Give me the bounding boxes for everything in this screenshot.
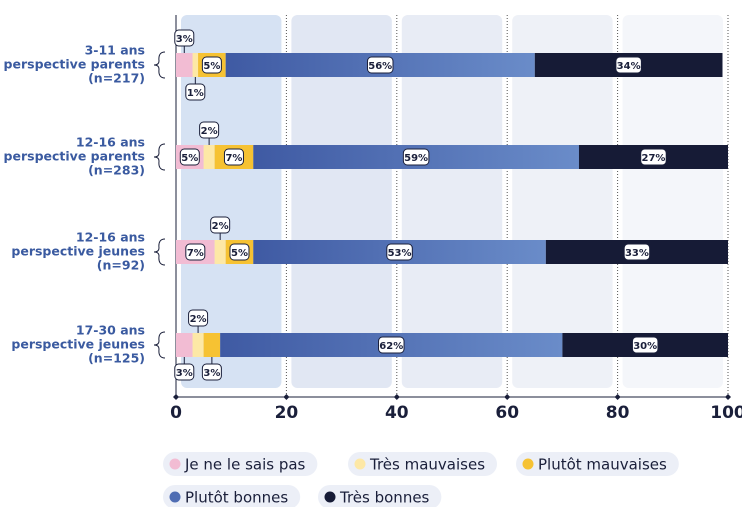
value-label: 3% [176, 368, 193, 379]
legend-pill [318, 485, 442, 507]
legend-item: Plutôt mauvaises [516, 452, 679, 476]
brace [153, 143, 166, 171]
value-label-box [631, 336, 659, 354]
x-tick-label: 60 [495, 403, 519, 423]
legend-pill [163, 485, 301, 507]
legend-swatch [522, 458, 534, 470]
legend-item: Plutôt bonnes [163, 485, 301, 507]
value-label: 3% [203, 368, 220, 379]
grid-band [291, 15, 392, 388]
value-label-box [185, 243, 206, 261]
category-label: 12-16 ans [76, 135, 145, 150]
value-label-box [174, 363, 195, 381]
value-label-box [366, 56, 394, 74]
value-label: 59% [404, 153, 428, 164]
x-tick-label: 40 [385, 403, 409, 423]
value-label-box [615, 56, 642, 74]
value-label: 27% [642, 153, 666, 164]
legend-label: Très mauvaises [369, 456, 485, 474]
value-label-box [199, 121, 220, 139]
category-label: perspective parents [4, 149, 145, 164]
legend-item: Je ne le sais pas [163, 452, 318, 476]
category-label: 3-11 ans [85, 43, 145, 58]
value-label-box [201, 56, 222, 74]
value-label: 5% [181, 153, 198, 164]
value-label: 7% [187, 248, 204, 259]
value-label: 5% [203, 61, 220, 72]
value-label: 2% [190, 314, 207, 325]
brace [153, 51, 166, 79]
value-label-box [623, 243, 651, 261]
bar-segment [203, 333, 221, 357]
value-label: 3% [176, 34, 193, 45]
legend-label: Je ne le sais pas [184, 456, 306, 474]
value-label: 34% [617, 61, 641, 72]
grid-band [401, 15, 503, 388]
value-label: 1% [187, 88, 204, 99]
value-label-box [223, 148, 244, 166]
value-label: 62% [379, 341, 403, 352]
value-label: 33% [625, 248, 649, 259]
bar-segment [176, 333, 193, 357]
value-label-box [201, 363, 222, 381]
bar-segment [192, 333, 204, 357]
value-label-box [229, 243, 250, 261]
value-label: 2% [201, 126, 218, 137]
x-tick-label: 100 [710, 403, 742, 423]
category-label: perspective parents [4, 57, 145, 72]
category-label: (n=217) [88, 71, 145, 86]
legend-item: Très mauvaises [348, 452, 498, 476]
legend-pill [348, 452, 498, 476]
brace [153, 238, 166, 266]
legend-label: Plutôt bonnes [185, 489, 288, 507]
value-label: 7% [225, 153, 242, 164]
category-label: perspective jeunes [11, 244, 145, 259]
grid-band [512, 15, 613, 388]
category-label: perspective jeunes [11, 337, 145, 352]
value-label-box [185, 83, 206, 101]
category-label: (n=283) [88, 163, 145, 178]
legend-label: Très bonnes [339, 489, 430, 507]
bar-segment [214, 240, 226, 264]
x-tick-label: 20 [275, 403, 299, 423]
value-label-box [179, 148, 200, 166]
value-label-box [188, 309, 209, 327]
value-label-box [640, 148, 667, 166]
legend-label: Plutôt mauvaises [538, 456, 667, 474]
x-tick-label: 80 [606, 403, 630, 423]
value-label: 2% [212, 221, 229, 232]
category-label: 12-16 ans [76, 230, 145, 245]
value-label-box [210, 216, 231, 234]
bar-segment [176, 53, 193, 77]
value-label: 30% [633, 341, 657, 352]
legend-item: Très bonnes [318, 485, 442, 507]
brace [153, 331, 166, 359]
value-label: 53% [388, 248, 412, 259]
legend-swatch [169, 458, 181, 470]
category-label: (n=92) [97, 258, 145, 273]
value-label: 56% [368, 61, 392, 72]
value-label: 5% [231, 248, 248, 259]
value-label-box [402, 148, 430, 166]
grid-band [622, 15, 723, 388]
category-label: (n=125) [88, 351, 145, 366]
legend-swatch [324, 491, 336, 503]
legend-swatch [169, 491, 181, 503]
x-tick-label: 0 [170, 403, 182, 423]
legend-pill [163, 452, 318, 476]
value-label-box [386, 243, 413, 261]
legend-swatch [354, 458, 366, 470]
bar-segment [192, 53, 199, 77]
legend-pill [516, 452, 679, 476]
value-label-box [174, 29, 195, 47]
value-label-box [378, 336, 405, 354]
grid-band [181, 15, 282, 388]
category-label: 17-30 ans [76, 323, 145, 338]
bar-segment [203, 145, 215, 169]
